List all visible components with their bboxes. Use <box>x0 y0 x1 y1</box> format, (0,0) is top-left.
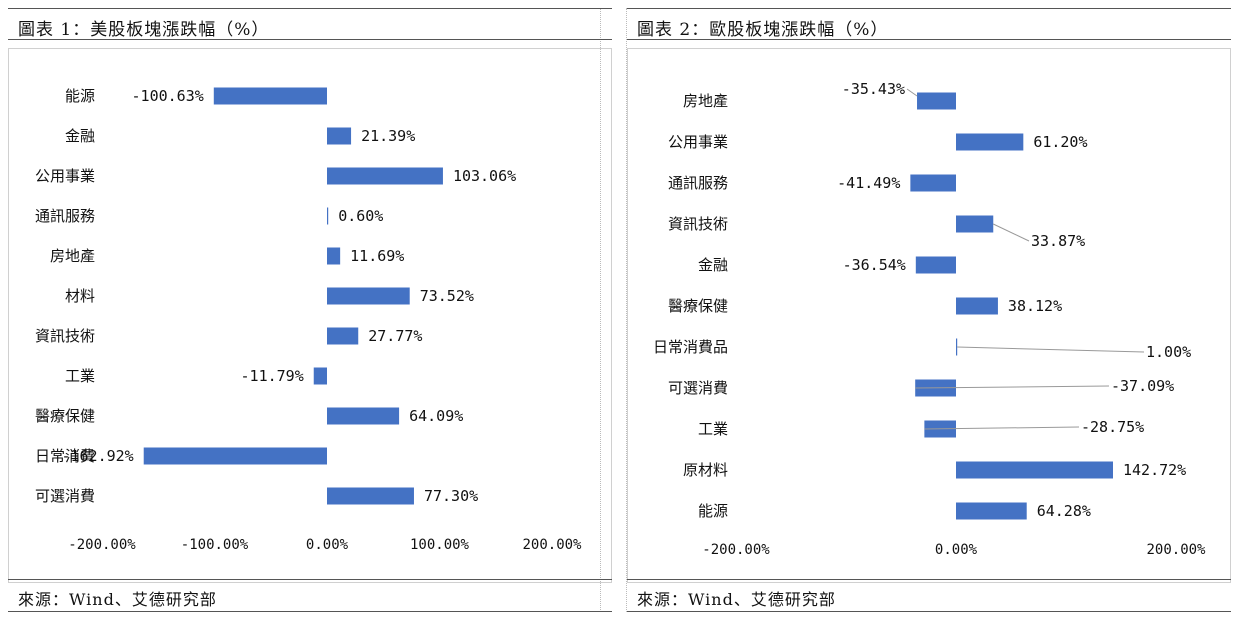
bar <box>143 447 327 465</box>
data-label: 142.72% <box>1123 461 1186 479</box>
data-label: 64.28% <box>1037 502 1091 520</box>
category-label: 可選消費 <box>35 487 95 505</box>
category-label: 工業 <box>65 367 95 385</box>
leader-line <box>924 426 1080 430</box>
panel-gutter <box>600 8 627 612</box>
data-label: 61.20% <box>1033 133 1087 151</box>
chart-title-bar: 圖表 2：歐股板塊漲跌幅（%） <box>627 8 1231 40</box>
leader-line <box>993 223 1030 242</box>
bar <box>917 92 956 110</box>
data-label: 1.00% <box>1146 343 1191 361</box>
data-label: 21.39% <box>361 127 415 145</box>
category-label: 公用事業 <box>35 167 95 185</box>
category-label: 日常消費品 <box>653 338 728 356</box>
data-label: 0.60% <box>338 207 383 225</box>
data-label: -100.63% <box>132 87 204 105</box>
category-label: 資訊技術 <box>35 327 95 345</box>
category-label: 材料 <box>65 287 95 305</box>
data-label: -36.54% <box>843 256 906 274</box>
us-sector-chart-panel: 圖表 1：美股板塊漲跌幅（%） 能源 -100.63% 金融 21.39% 公用事業 10… <box>8 8 612 612</box>
source-note: 來源：Wind、艾德研究部 <box>18 590 217 609</box>
bar <box>956 297 998 315</box>
category-label: 通訊服務 <box>35 207 95 225</box>
bar <box>956 461 1113 479</box>
bar <box>327 127 352 145</box>
category-label: 能源 <box>698 502 728 520</box>
bar <box>956 338 958 356</box>
bar <box>956 215 994 233</box>
data-label: 27.77% <box>368 327 422 345</box>
x-tick-label: 100.00% <box>410 537 470 553</box>
data-label: 77.30% <box>424 487 478 505</box>
bar <box>313 367 327 385</box>
bar <box>915 256 956 274</box>
category-label: 房地產 <box>683 92 728 110</box>
data-label: -37.09% <box>1111 377 1174 395</box>
data-label: -35.43% <box>842 80 905 98</box>
chart-area: 房地產 -35.43% 公用事業 61.20% 通訊服務 -41.49% 資訊技術 33.87… <box>627 48 1231 583</box>
data-label: 103.06% <box>453 167 516 185</box>
category-label: 公用事業 <box>668 133 728 151</box>
x-tick-label: 200.00% <box>522 537 582 553</box>
chart-area: 能源 -100.63% 金融 21.39% 公用事業 103.06% 通訊服務 0.60% 房地… <box>8 48 612 583</box>
x-tick-label: -100.00% <box>181 537 249 553</box>
category-label: 房地產 <box>50 247 95 265</box>
source-bar: 來源：Wind、艾德研究部 <box>627 579 1231 612</box>
chart-title-bar: 圖表 1：美股板塊漲跌幅（%） <box>8 8 612 40</box>
category-label: 工業 <box>698 420 728 438</box>
data-label: 73.52% <box>420 287 474 305</box>
category-label: 醫療保健 <box>35 407 95 425</box>
data-label: -28.75% <box>1081 418 1144 436</box>
leader-line <box>915 385 1110 389</box>
eu-sector-bar-chart: 房地產 -35.43% 公用事業 61.20% 通訊服務 -41.49% 資訊技術 33.87… <box>653 80 1206 558</box>
us-sector-bar-chart: 能源 -100.63% 金融 21.39% 公用事業 103.06% 通訊服務 0.60% 房地… <box>35 87 582 553</box>
data-label: 64.09% <box>409 407 463 425</box>
data-label: -11.79% <box>241 367 304 385</box>
category-label: 資訊技術 <box>668 215 728 233</box>
x-tick-label: 200.00% <box>1146 542 1206 558</box>
x-tick-label: -200.00% <box>702 542 770 558</box>
leader-line <box>957 346 1145 353</box>
data-label: -162.92% <box>61 447 133 465</box>
data-label: -41.49% <box>837 174 900 192</box>
category-label: 醫療保健 <box>668 297 728 315</box>
category-label: 通訊服務 <box>668 174 728 192</box>
x-tick-label: -200.00% <box>68 537 136 553</box>
category-label: 可選消費 <box>668 379 728 397</box>
bar <box>327 167 443 185</box>
chart-title: 圖表 2：歐股板塊漲跌幅（%） <box>637 20 889 40</box>
category-label: 日常消費 <box>35 447 95 465</box>
bar <box>910 174 956 192</box>
category-label: 金融 <box>65 127 95 145</box>
source-bar: 來源：Wind、艾德研究部 <box>8 579 612 612</box>
bar <box>327 247 341 265</box>
source-note: 來源：Wind、艾德研究部 <box>637 590 836 609</box>
chart-title: 圖表 1：美股板塊漲跌幅（%） <box>18 20 270 40</box>
leader-line <box>906 88 918 97</box>
data-label: 38.12% <box>1008 297 1062 315</box>
x-tick-label: 0.00% <box>306 537 349 553</box>
eu-sector-chart-panel: 圖表 2：歐股板塊漲跌幅（%） 房地產 -35.43% 公用事業 61.20% 通訊服務… <box>627 8 1231 612</box>
bar <box>213 87 327 105</box>
category-label: 金融 <box>698 256 728 274</box>
bar <box>956 502 1027 520</box>
bar <box>327 207 329 225</box>
category-label: 能源 <box>65 87 95 105</box>
data-label: 33.87% <box>1031 232 1085 250</box>
x-tick-label: 0.00% <box>935 542 978 558</box>
bar <box>327 287 410 305</box>
data-label: 11.69% <box>350 247 404 265</box>
bar <box>327 327 359 345</box>
category-label: 原材料 <box>683 461 728 479</box>
bar <box>327 407 400 425</box>
bar <box>956 133 1024 151</box>
bar <box>327 487 414 505</box>
